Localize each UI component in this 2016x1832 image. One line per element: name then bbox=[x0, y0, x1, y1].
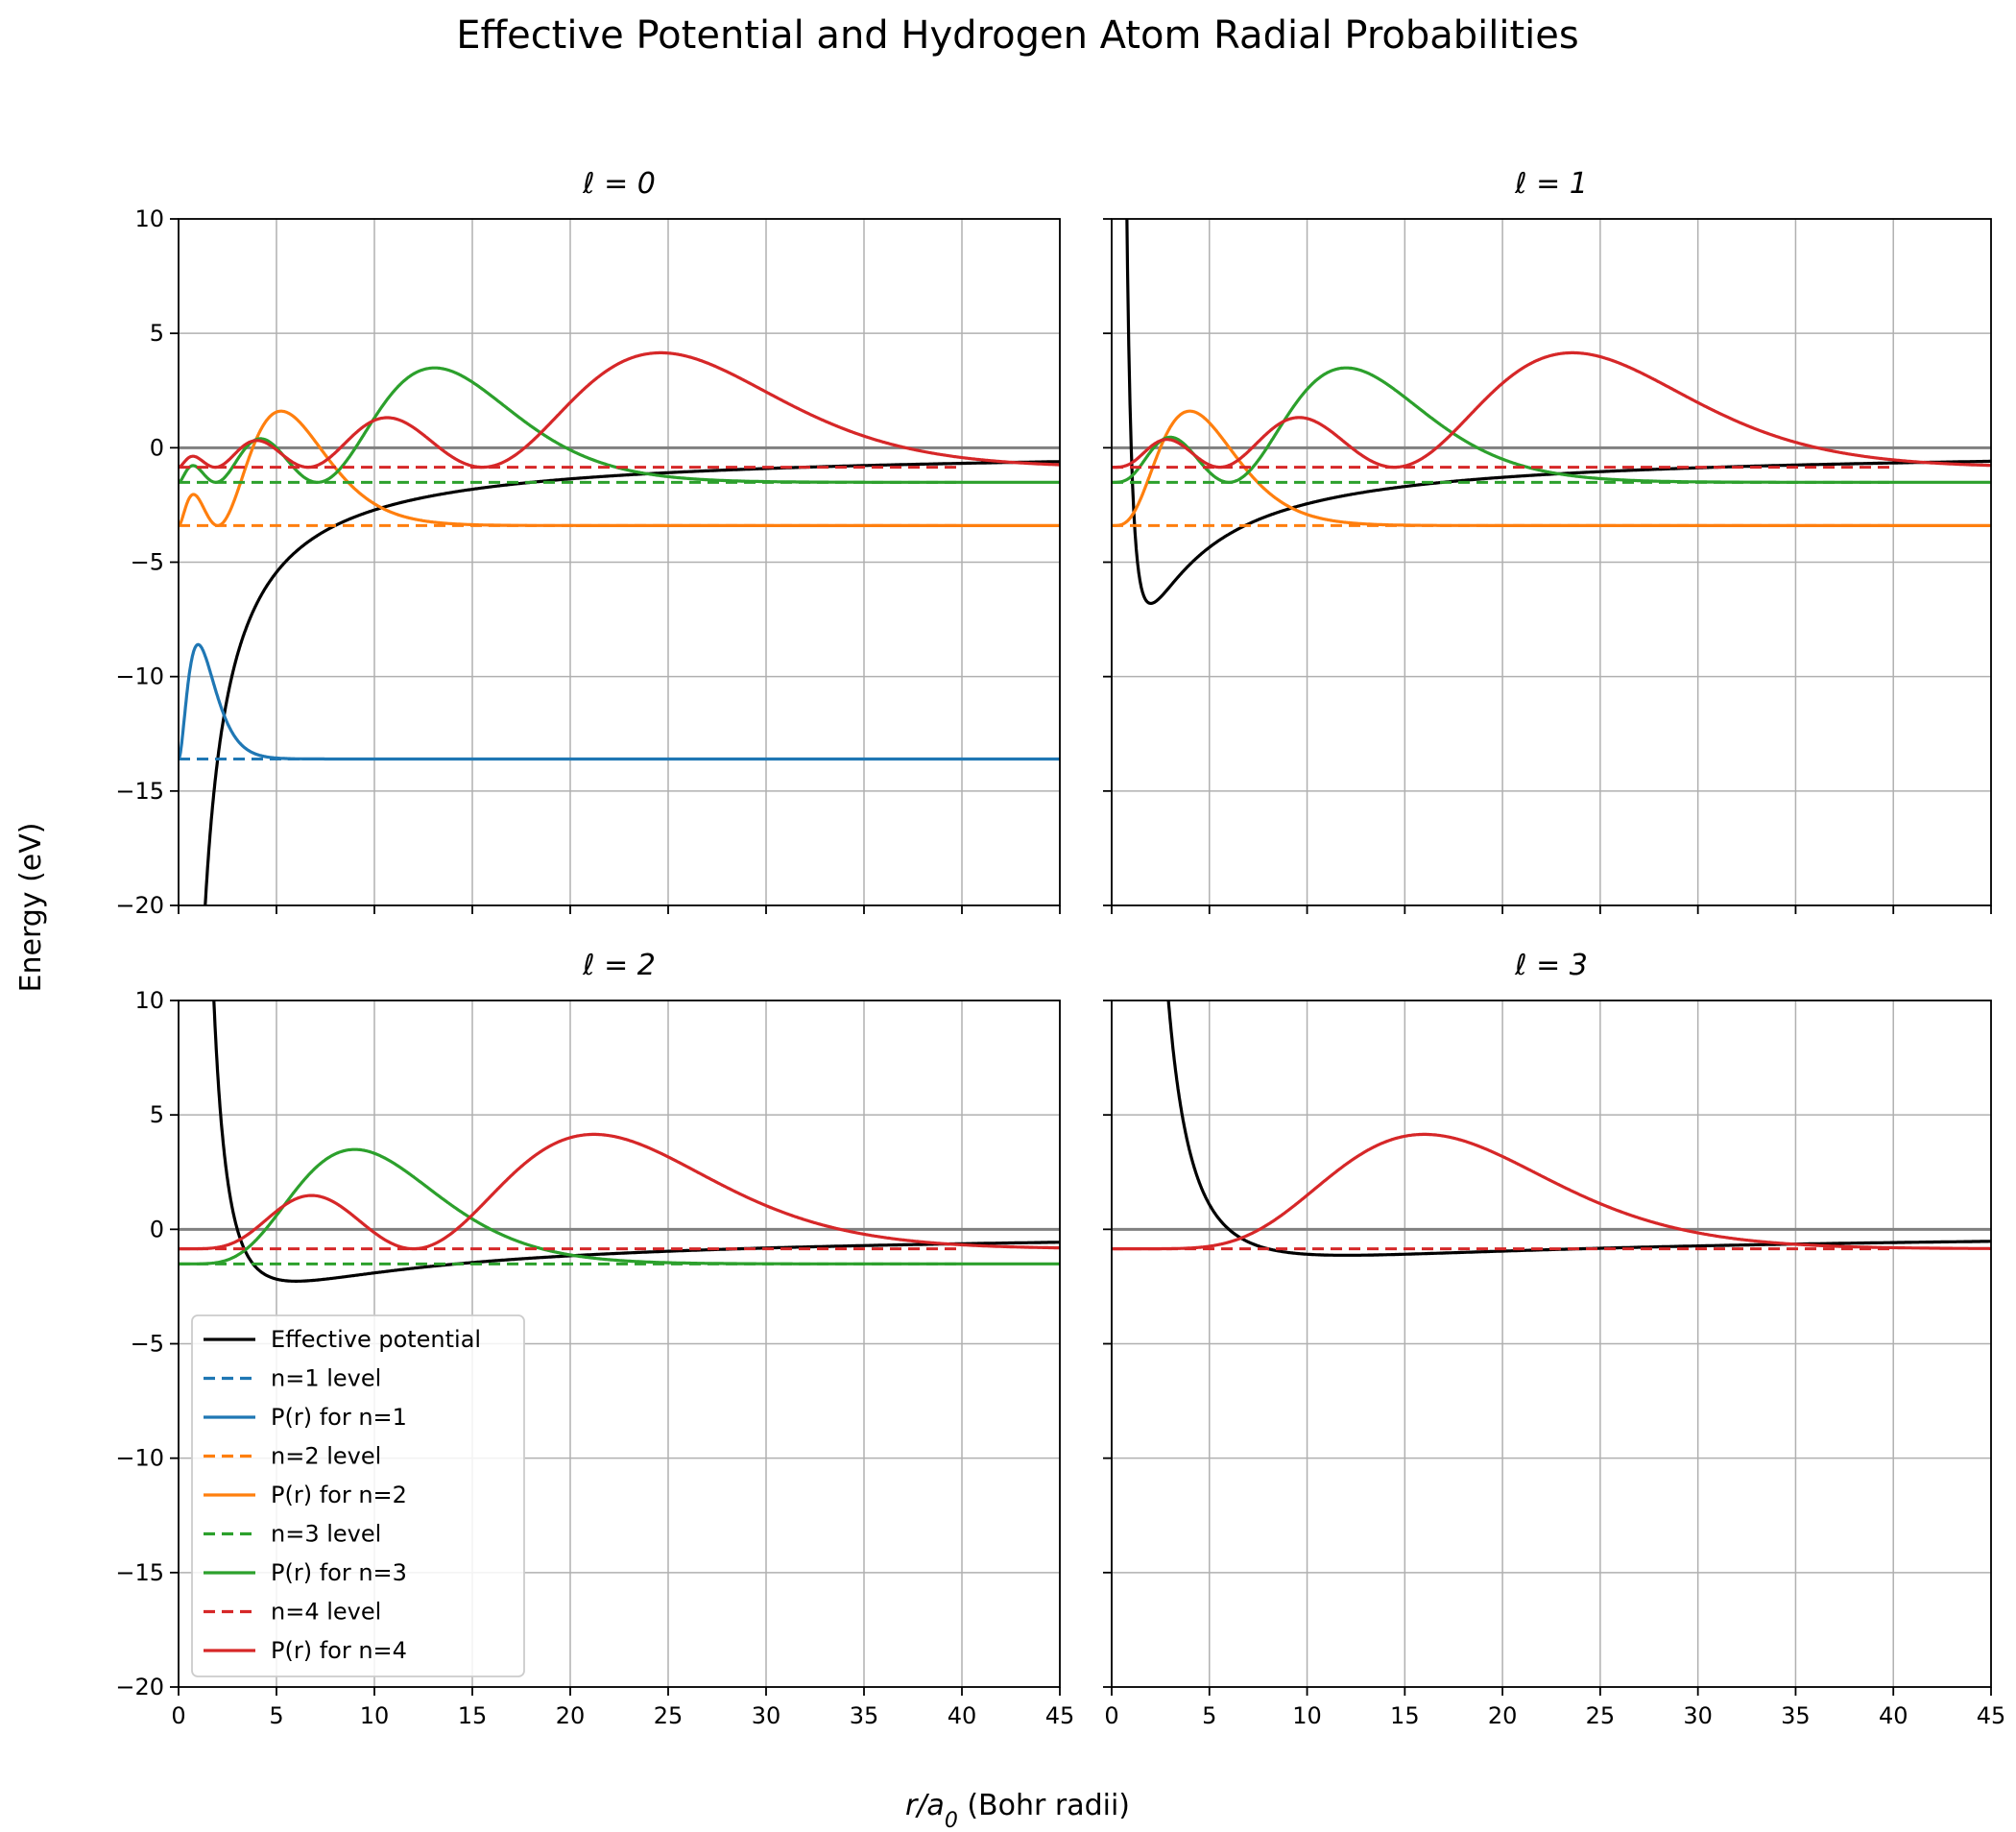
y-tick-label: −20 bbox=[115, 1674, 164, 1700]
y-tick-label: −20 bbox=[115, 892, 164, 919]
legend-entry: n=4 level bbox=[271, 1599, 381, 1626]
panel-2: 10 5 0 −5 −10 −15 −20 0 5 10 15 20 25 30 35 40 45 ℓ = 2 Ef… bbox=[115, 949, 1075, 1729]
y-tick-label: 10 bbox=[134, 987, 164, 1014]
probability-n1-0 bbox=[179, 642, 1060, 761]
y-tick-label: −10 bbox=[115, 1445, 164, 1472]
y-tick-label: −15 bbox=[115, 778, 164, 805]
x-tick-label: 35 bbox=[850, 1702, 879, 1729]
probability-n4-1 bbox=[1112, 350, 1991, 470]
y-tick-label: −5 bbox=[131, 1331, 164, 1358]
probability-n4-3 bbox=[1112, 1132, 1991, 1251]
legend-entry: n=2 level bbox=[271, 1443, 381, 1470]
legend-box bbox=[191, 1314, 525, 1677]
x-tick-label: 45 bbox=[1045, 1702, 1075, 1729]
panels: 10 5 0 −5 −10 −15 −20 ℓ = 0 ℓ = 1 10 5 0 −5 −10 −15 −20… bbox=[115, 167, 2006, 1729]
x-tick-label: 25 bbox=[1586, 1702, 1616, 1729]
x-tick-label: 5 bbox=[269, 1702, 283, 1729]
panel-3: 0 5 10 15 20 25 30 35 40 45 ℓ = 3 bbox=[1103, 949, 2006, 1729]
effective-potential-0 bbox=[204, 460, 1060, 905]
y-tick-label: 0 bbox=[150, 434, 164, 461]
x-tick-label: 35 bbox=[1781, 1702, 1811, 1729]
x-tick-label: 0 bbox=[1104, 1702, 1118, 1729]
figure-title: Effective Potential and Hydrogen Atom Ra… bbox=[456, 13, 1579, 58]
legend-entry: P(r) for n=2 bbox=[271, 1482, 407, 1508]
y-tick-label: −5 bbox=[131, 549, 164, 576]
y-tick-label: 0 bbox=[150, 1216, 164, 1242]
panel-subtitle: ℓ = 3 bbox=[1514, 949, 1588, 982]
panel-subtitle: ℓ = 1 bbox=[1514, 167, 1588, 201]
y-tick-label: −15 bbox=[115, 1559, 164, 1586]
probability-n4-2 bbox=[179, 1132, 1060, 1251]
y-tick-label: 10 bbox=[134, 205, 164, 232]
x-tick-label: 10 bbox=[1292, 1702, 1322, 1729]
x-tick-label: 20 bbox=[1488, 1702, 1518, 1729]
legend-entry: P(r) for n=3 bbox=[271, 1559, 407, 1586]
x-tick-label: 30 bbox=[1683, 1702, 1713, 1729]
legend-entry: Effective potential bbox=[271, 1326, 481, 1353]
legend-entry: P(r) for n=1 bbox=[271, 1404, 407, 1431]
x-tick-label: 10 bbox=[360, 1702, 390, 1729]
panel-0: 10 5 0 −5 −10 −15 −20 ℓ = 0 bbox=[115, 167, 1061, 919]
x-tick-label: 0 bbox=[171, 1702, 185, 1729]
x-tick-label: 15 bbox=[458, 1702, 488, 1729]
probability-n2-0 bbox=[179, 409, 1060, 528]
panel-1: ℓ = 1 bbox=[1103, 167, 1992, 914]
x-tick-label: 20 bbox=[556, 1702, 586, 1729]
probability-n3-2 bbox=[179, 1147, 1060, 1266]
plot-area-3 bbox=[1112, 1000, 1991, 1257]
x-tick-label: 25 bbox=[654, 1702, 684, 1729]
legend-entry: n=3 level bbox=[271, 1521, 381, 1548]
plot-area-1 bbox=[1112, 219, 1991, 605]
panel-subtitle: ℓ = 2 bbox=[582, 949, 656, 982]
probability-n4-0 bbox=[179, 350, 1060, 470]
x-tick-label: 40 bbox=[1879, 1702, 1908, 1729]
y-tick-label: 5 bbox=[150, 320, 164, 347]
x-tick-label: 15 bbox=[1390, 1702, 1420, 1729]
panel-subtitle: ℓ = 0 bbox=[582, 167, 656, 201]
x-tick-label: 30 bbox=[752, 1702, 781, 1729]
x-tick-label: 5 bbox=[1202, 1702, 1216, 1729]
legend-entry: n=1 level bbox=[271, 1365, 381, 1392]
legend: Effective potential n=1 level P(r) for n=1… bbox=[191, 1314, 525, 1677]
x-axis-label: r/a0 (Bohr radii) bbox=[905, 1789, 1130, 1832]
x-tick-label: 45 bbox=[1977, 1702, 2006, 1729]
plot-area-2 bbox=[179, 1000, 1060, 1283]
y-axis-label: Energy (eV) bbox=[14, 823, 48, 993]
legend-entry: P(r) for n=4 bbox=[271, 1637, 407, 1664]
effective-potential-2 bbox=[212, 1000, 1060, 1283]
plot-area-0 bbox=[179, 350, 1060, 905]
y-tick-label: 5 bbox=[150, 1101, 164, 1128]
y-tick-label: −10 bbox=[115, 663, 164, 690]
x-tick-label: 40 bbox=[948, 1702, 977, 1729]
effective-potential-1 bbox=[1125, 219, 1991, 605]
probability-n3-1 bbox=[1112, 366, 1991, 484]
